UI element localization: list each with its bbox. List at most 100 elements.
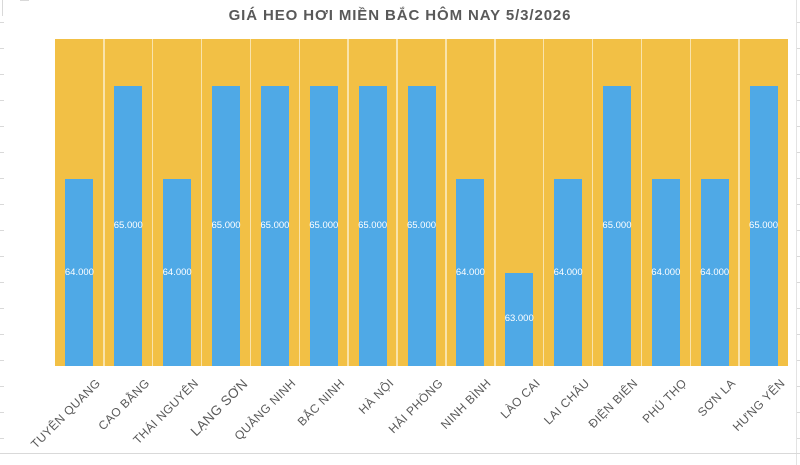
band-separator-line	[151, 39, 154, 366]
bar-value-label: 65.000	[749, 219, 779, 231]
gridline-tick	[796, 334, 800, 335]
bar-15	[749, 85, 778, 366]
bar-1	[65, 179, 94, 366]
band-separator-line	[494, 39, 496, 366]
gridline-tick	[796, 256, 800, 257]
bar-value-label: 64.000	[455, 266, 485, 278]
plot-area: 64.000 65.000 64.000 65.000 65.000 65.000 65.0…	[55, 39, 788, 366]
gridline-tick	[0, 22, 4, 23]
gridline-tick	[796, 308, 800, 309]
gridline-tick	[0, 386, 4, 387]
band-separator-line	[640, 39, 643, 366]
bar-value-label: 65.000	[602, 219, 632, 231]
band-separator-line	[542, 39, 545, 366]
bar-4	[212, 85, 241, 366]
bar-11	[554, 179, 583, 366]
gridline-tick	[796, 412, 800, 413]
x-axis-label: LAI CHÂU	[540, 376, 593, 428]
bar-value-label: 64.000	[700, 266, 730, 278]
band-separator-line	[298, 39, 301, 366]
bar-2	[114, 85, 143, 366]
gridline-tick	[796, 282, 800, 283]
gridline-tick	[796, 152, 800, 153]
gridline-tick	[0, 282, 4, 283]
gridline-tick	[796, 230, 800, 231]
band-separator-line	[738, 39, 740, 366]
x-axis-label: HẢI PHÒNG	[385, 376, 446, 437]
x-axis-label: QUẢNG NINH	[231, 376, 299, 443]
x-axis-label: HÀ NỘI	[355, 376, 397, 417]
chart-title: GIÁ HEO HƠI MIỀN BẮC HÔM NAY 5/3/2026	[228, 7, 572, 24]
gridline-tick	[796, 438, 800, 439]
bar-3	[163, 179, 192, 366]
bar-9	[456, 179, 485, 366]
x-axis-label: ĐIỆN BIÊN	[585, 376, 641, 431]
bar-8	[407, 85, 436, 366]
bar-value-label: 65.000	[358, 219, 388, 231]
gridline-tick	[796, 48, 800, 49]
band-separator-line	[445, 39, 447, 366]
gridline-tick	[2, 0, 3, 16]
bar-value-label: 63.000	[504, 313, 534, 325]
gridline-tick	[796, 0, 797, 465]
x-axis-label: SƠN LA	[695, 376, 739, 420]
band-separator-line	[249, 39, 252, 366]
bar-5	[260, 85, 289, 366]
bar-value-label: 64.000	[64, 266, 94, 278]
gridline-tick	[796, 386, 800, 387]
x-axis-label: LÀO CAI	[497, 376, 544, 422]
gridline-tick	[0, 412, 4, 413]
gridline-tick	[0, 100, 4, 101]
bar-14	[700, 179, 729, 366]
x-axis-label: CAO BẰNG	[95, 376, 153, 433]
band-separator-line	[591, 39, 594, 366]
gridline-tick	[0, 204, 4, 205]
gridline-tick	[796, 22, 800, 23]
gridline-tick	[0, 230, 4, 231]
band-separator-line	[689, 39, 692, 366]
gridline-tick	[796, 204, 800, 205]
gridline-tick	[796, 74, 800, 75]
gridline-tick	[0, 453, 800, 454]
gridline-tick	[0, 438, 4, 439]
x-axis-label: HƯNG YÊN	[729, 376, 788, 434]
band-separator-line	[103, 39, 105, 366]
bar-value-label: 64.000	[162, 266, 192, 278]
x-axis-label: NINH BÌNH	[438, 376, 495, 432]
bar-value-label: 65.000	[260, 219, 290, 231]
gridline-tick	[0, 256, 4, 257]
bar-value-label: 65.000	[309, 219, 339, 231]
bar-13	[651, 179, 680, 366]
gridline-tick	[0, 360, 4, 361]
gridline-tick	[0, 152, 4, 153]
gridline-tick	[0, 334, 4, 335]
gridline-tick	[0, 74, 4, 75]
x-axis-label: PHÚ THỌ	[639, 376, 690, 426]
band-separator-line	[200, 39, 203, 366]
gridline-tick	[0, 308, 4, 309]
bar-value-label: 65.000	[211, 219, 241, 231]
bar-10	[505, 272, 534, 366]
gridline-tick	[796, 126, 800, 127]
gridline-tick	[0, 48, 4, 49]
bar-6	[309, 85, 338, 366]
bar-value-label: 64.000	[651, 266, 681, 278]
gridline-tick	[20, 0, 29, 1]
x-axis-label: TUYÊN QUANG	[28, 376, 104, 452]
band-separator-line	[347, 39, 349, 366]
gridline-tick	[796, 100, 800, 101]
bar-value-label: 65.000	[113, 219, 143, 231]
band-separator-line	[396, 39, 398, 366]
gridline-tick	[796, 360, 800, 361]
bar-value-label: 65.000	[406, 219, 437, 231]
bar-12	[602, 85, 631, 366]
bar-value-label: 64.000	[553, 266, 583, 278]
x-axis-label: BẮC NINH	[294, 376, 348, 429]
gridline-tick	[796, 178, 800, 179]
bar-7	[358, 85, 387, 366]
x-axis-label: LẠNG SƠN	[187, 376, 251, 439]
x-axis-label: THÁI NGUYÊN	[130, 376, 202, 448]
gridline-tick	[0, 178, 4, 179]
gridline-tick	[0, 126, 4, 127]
